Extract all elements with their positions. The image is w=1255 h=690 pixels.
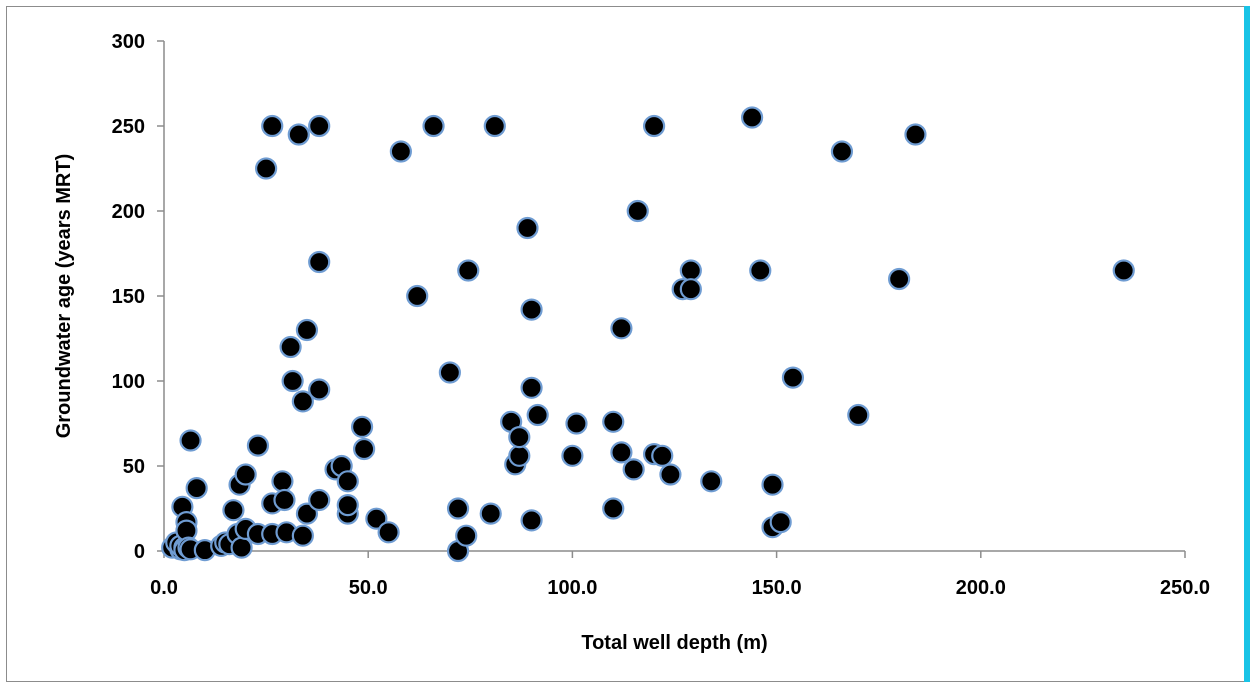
data-point bbox=[262, 116, 282, 136]
data-point bbox=[771, 512, 791, 532]
data-point bbox=[391, 142, 411, 162]
data-point bbox=[905, 125, 925, 145]
data-points bbox=[162, 108, 1134, 562]
data-point bbox=[566, 414, 586, 434]
data-point bbox=[236, 465, 256, 485]
data-point bbox=[309, 380, 329, 400]
data-point bbox=[1114, 261, 1134, 281]
y-tick-label: 100 bbox=[112, 371, 145, 393]
data-point bbox=[232, 538, 252, 558]
data-point bbox=[750, 261, 770, 281]
data-point bbox=[338, 495, 358, 515]
x-tick-label: 150.0 bbox=[752, 577, 802, 599]
data-point bbox=[522, 378, 542, 398]
data-point bbox=[424, 116, 444, 136]
y-tick-label: 150 bbox=[112, 286, 145, 308]
data-point bbox=[509, 446, 529, 466]
data-point bbox=[297, 320, 317, 340]
data-point bbox=[379, 522, 399, 542]
x-tick-label: 50.0 bbox=[349, 577, 388, 599]
data-point bbox=[248, 436, 268, 456]
data-point bbox=[456, 526, 476, 546]
y-tick-label: 250 bbox=[112, 116, 145, 138]
data-point bbox=[309, 116, 329, 136]
x-tick-label: 250.0 bbox=[1160, 577, 1210, 599]
data-point bbox=[281, 337, 301, 357]
data-point bbox=[187, 478, 207, 498]
data-point bbox=[517, 218, 537, 238]
data-point bbox=[889, 269, 909, 289]
data-point bbox=[652, 446, 672, 466]
data-point bbox=[528, 405, 548, 425]
data-point bbox=[309, 252, 329, 272]
data-point bbox=[611, 318, 631, 338]
x-tick-label: 200.0 bbox=[956, 577, 1006, 599]
data-point bbox=[763, 475, 783, 495]
data-point bbox=[309, 490, 329, 510]
data-point bbox=[223, 500, 243, 520]
data-point bbox=[783, 368, 803, 388]
data-point bbox=[272, 471, 292, 491]
data-point bbox=[644, 116, 664, 136]
data-point bbox=[448, 499, 468, 519]
data-point bbox=[407, 286, 427, 306]
data-point bbox=[289, 125, 309, 145]
data-point bbox=[832, 142, 852, 162]
data-point bbox=[458, 261, 478, 281]
y-tick-label: 0 bbox=[134, 541, 145, 563]
data-point bbox=[603, 499, 623, 519]
data-point bbox=[283, 371, 303, 391]
data-point bbox=[354, 439, 374, 459]
data-point bbox=[848, 405, 868, 425]
data-point bbox=[681, 261, 701, 281]
data-point bbox=[440, 363, 460, 383]
data-point bbox=[338, 471, 358, 491]
y-tick-label: 50 bbox=[123, 456, 145, 478]
data-point bbox=[352, 417, 372, 437]
data-point bbox=[660, 465, 680, 485]
data-point bbox=[628, 201, 648, 221]
x-tick-label: 0.0 bbox=[150, 577, 178, 599]
data-point bbox=[681, 279, 701, 299]
data-point bbox=[481, 504, 501, 524]
data-point bbox=[603, 412, 623, 432]
data-point bbox=[274, 490, 294, 510]
data-point bbox=[522, 300, 542, 320]
y-tick-label: 300 bbox=[112, 31, 145, 53]
x-tick-label: 100.0 bbox=[547, 577, 597, 599]
data-point bbox=[562, 446, 582, 466]
data-point bbox=[293, 526, 313, 546]
data-point bbox=[611, 442, 631, 462]
data-point bbox=[624, 459, 644, 479]
x-axis-title: Total well depth (m) bbox=[581, 632, 767, 654]
data-point bbox=[485, 116, 505, 136]
y-tick-label: 200 bbox=[112, 201, 145, 223]
data-point bbox=[742, 108, 762, 128]
data-point bbox=[701, 471, 721, 491]
data-point bbox=[181, 431, 201, 451]
data-point bbox=[256, 159, 276, 179]
data-point bbox=[509, 427, 529, 447]
data-point bbox=[522, 510, 542, 530]
y-axis-title: Groundwater age (years MRT) bbox=[53, 154, 75, 439]
